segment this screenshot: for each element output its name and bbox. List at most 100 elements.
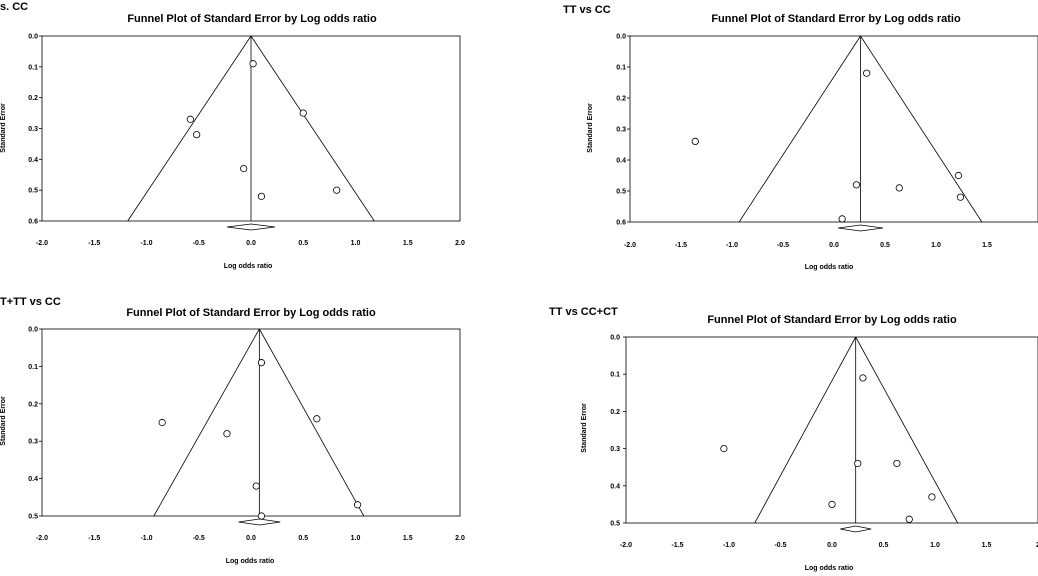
x-tick-label: -2.0 bbox=[36, 535, 48, 542]
x-tick-label: -2.0 bbox=[624, 242, 636, 249]
y-tick-label: 0.6 bbox=[616, 220, 626, 227]
pooled-diamond bbox=[226, 223, 276, 231]
pooled-diamond bbox=[840, 525, 872, 533]
x-tick-label: -1.0 bbox=[726, 242, 738, 249]
funnel-plot-panel-2: TT vs CC Funnel Plot of Standard Error by… bbox=[563, 4, 1038, 271]
study-point bbox=[720, 444, 728, 453]
funnel-left-line bbox=[127, 35, 252, 222]
x-tick-label: 1.0 bbox=[351, 240, 361, 247]
study-point bbox=[193, 131, 201, 139]
y-tick-label: 0.4 bbox=[610, 483, 620, 490]
study-point bbox=[895, 184, 903, 192]
y-tick-label: 0.0 bbox=[610, 335, 620, 342]
y-tick-label: 0.4 bbox=[616, 158, 626, 165]
study-point bbox=[854, 459, 862, 468]
pooled-diamond bbox=[838, 224, 884, 232]
x-tick-label: 0.0 bbox=[827, 542, 837, 549]
x-tick-label: 0.0 bbox=[829, 242, 839, 249]
y-tick-label: 0.1 bbox=[28, 64, 38, 71]
y-tick-label: 0.2 bbox=[28, 95, 38, 102]
x-tick-label: -0.5 bbox=[193, 240, 205, 247]
study-point bbox=[313, 415, 321, 423]
study-point bbox=[893, 459, 901, 468]
x-tick-label: -0.5 bbox=[774, 542, 786, 549]
plot-frame bbox=[41, 328, 461, 517]
study-point bbox=[158, 418, 166, 427]
x-tick-label: -1.5 bbox=[675, 242, 687, 249]
study-point bbox=[240, 164, 248, 173]
chart-title: Funnel Plot of Standard Error by Log odd… bbox=[126, 307, 376, 319]
panel-label: TT vs CC+CT bbox=[549, 306, 618, 318]
y-tick-label: 0.3 bbox=[610, 446, 620, 453]
x-tick-label: 0.5 bbox=[880, 242, 890, 249]
study-point bbox=[905, 515, 913, 523]
x-axis-label: Log odds ratio bbox=[805, 264, 854, 271]
x-axis-label: Log odds ratio bbox=[805, 565, 854, 572]
x-tick-label: 0.5 bbox=[298, 535, 308, 542]
y-tick-label: 0.5 bbox=[610, 521, 620, 528]
y-tick-label: 0.3 bbox=[616, 127, 626, 134]
funnel-left-line bbox=[153, 328, 260, 517]
study-point bbox=[353, 501, 362, 509]
study-point bbox=[691, 137, 699, 145]
pooled-diamond bbox=[238, 518, 281, 526]
study-point bbox=[223, 430, 231, 438]
funnel-plot-panel-4: TT vs CC+CT Funnel Plot of Standard Error… bbox=[549, 306, 1038, 572]
x-tick-label: -2.0 bbox=[620, 542, 632, 549]
x-tick-label: -1.0 bbox=[140, 240, 152, 247]
study-point bbox=[257, 359, 266, 367]
x-tick-label: 2 bbox=[1036, 542, 1038, 549]
study-point bbox=[249, 60, 257, 68]
funnel-left-line bbox=[754, 336, 857, 524]
study-point bbox=[852, 181, 861, 189]
study-point bbox=[186, 115, 194, 123]
panel-label: T+TT vs CC bbox=[0, 296, 61, 308]
x-tick-label: -1.0 bbox=[140, 535, 152, 542]
x-tick-label: 1.5 bbox=[403, 535, 413, 542]
chart-title: Funnel Plot of Standard Error by Log odd… bbox=[127, 13, 377, 25]
y-tick-label: 0.0 bbox=[28, 327, 38, 334]
x-tick-label: -2.0 bbox=[36, 240, 48, 247]
y-tick-label: 0.0 bbox=[28, 34, 38, 41]
x-tick-label: 0.0 bbox=[246, 535, 256, 542]
chart-title: Funnel Plot of Standard Error by Log odd… bbox=[711, 13, 961, 25]
y-axis-label: Standard Error bbox=[581, 403, 588, 453]
panel-label: TT vs CC bbox=[563, 4, 611, 16]
x-tick-label: 1.0 bbox=[351, 535, 361, 542]
x-tick-label: 0.0 bbox=[246, 240, 256, 247]
x-axis-label: Log odds ratio bbox=[224, 263, 273, 270]
y-axis-label: Standard Error bbox=[0, 396, 7, 446]
y-tick-label: 0.5 bbox=[616, 189, 626, 196]
study-point bbox=[838, 215, 846, 223]
x-tick-label: -0.5 bbox=[193, 535, 205, 542]
x-tick-label: 1.5 bbox=[403, 240, 413, 247]
funnel-right-line bbox=[855, 336, 959, 524]
study-point bbox=[257, 192, 266, 200]
y-tick-label: 0.4 bbox=[28, 157, 38, 164]
y-tick-label: 0.3 bbox=[28, 126, 38, 133]
study-point bbox=[954, 171, 963, 180]
study-point bbox=[863, 69, 871, 77]
x-tick-label: -1.5 bbox=[88, 535, 100, 542]
funnel-right-line bbox=[860, 35, 983, 223]
y-tick-label: 0.1 bbox=[610, 372, 620, 379]
funnel-right-line bbox=[250, 35, 375, 222]
x-tick-label: -0.5 bbox=[777, 242, 789, 249]
y-tick-label: 0.6 bbox=[28, 219, 38, 226]
x-tick-label: 1.5 bbox=[982, 542, 992, 549]
x-tick-label: -1.0 bbox=[723, 542, 735, 549]
funnel-right-line bbox=[259, 328, 365, 517]
y-tick-label: 0.1 bbox=[28, 364, 38, 371]
y-tick-label: 0.0 bbox=[616, 34, 626, 41]
funnel-left-line bbox=[738, 35, 861, 223]
y-tick-label: 0.2 bbox=[610, 409, 620, 416]
study-point bbox=[859, 374, 867, 382]
y-tick-label: 0.4 bbox=[28, 476, 38, 483]
x-tick-label: 2.0 bbox=[455, 240, 465, 247]
x-tick-label: -1.5 bbox=[671, 542, 683, 549]
plot-frame bbox=[629, 35, 1038, 223]
y-tick-label: 0.5 bbox=[28, 514, 38, 521]
x-tick-label: 1.0 bbox=[930, 542, 940, 549]
study-point bbox=[928, 493, 936, 501]
